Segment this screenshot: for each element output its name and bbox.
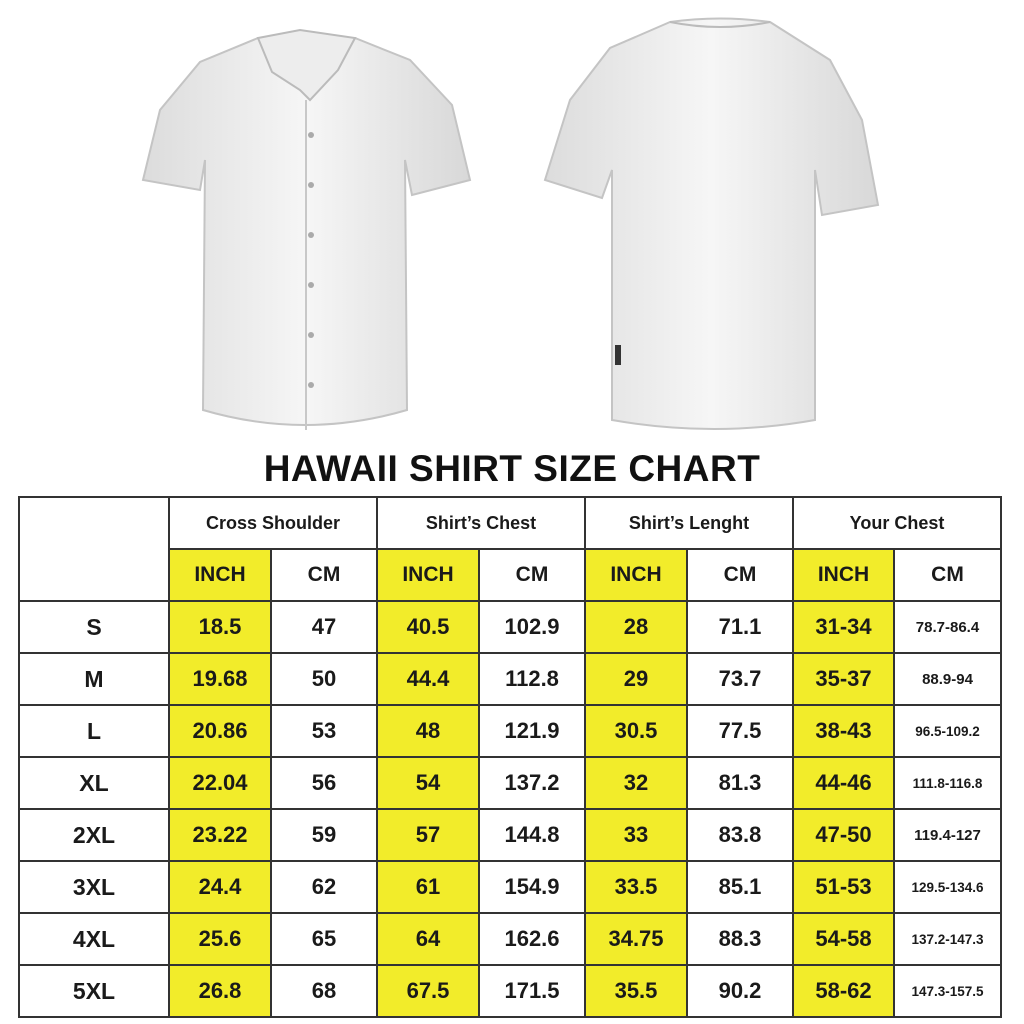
size-label: L	[18, 704, 170, 758]
value-cell: 40.5	[376, 600, 480, 654]
value-cell: 88.3	[686, 912, 794, 966]
value-cell: 67.5	[376, 964, 480, 1018]
value-cell: 22.04	[168, 756, 272, 810]
value-cell: 34.75	[584, 912, 688, 966]
value-cell: 38-43	[792, 704, 895, 758]
value-cell: 112.8	[478, 652, 586, 706]
value-cell: 64	[376, 912, 480, 966]
value-cell: 44-46	[792, 756, 895, 810]
table-row: 4XL 25.6 65 64 162.6 34.75 88.3 54-58 137.2-147.…	[18, 912, 1002, 966]
size-label: 2XL	[18, 808, 170, 862]
table-row: 3XL 24.4 62 61 154.9 33.5 85.1 51-53 129.5-134.6	[18, 860, 1002, 914]
chart-title: HAWAII SHIRT SIZE CHART	[263, 448, 761, 489]
value-cell: 62	[270, 860, 378, 914]
value-cell: 44.4	[376, 652, 480, 706]
shirt-front-image	[141, 28, 472, 430]
value-cell: 18.5	[168, 600, 272, 654]
value-cell: 58-62	[792, 964, 895, 1018]
table-row: L 20.86 53 48 121.9 30.5 77.5 38-43 96.5-109.2	[18, 704, 1002, 758]
value-cell: 54-58	[792, 912, 895, 966]
value-cell: 20.86	[168, 704, 272, 758]
shirt-images	[141, 17, 880, 430]
value-cell: 119.4-127	[893, 808, 1002, 862]
value-cell: 28	[584, 600, 688, 654]
unit-header: CM	[270, 548, 378, 602]
unit-header: INCH	[584, 548, 688, 602]
unit-header: CM	[686, 548, 794, 602]
value-cell: 65	[270, 912, 378, 966]
value-cell: 47-50	[792, 808, 895, 862]
size-label: 4XL	[18, 912, 170, 966]
group-header: Shirt’s Lenght	[584, 496, 794, 550]
value-cell: 90.2	[686, 964, 794, 1018]
value-cell: 48	[376, 704, 480, 758]
value-cell: 24.4	[168, 860, 272, 914]
value-cell: 137.2-147.3	[893, 912, 1002, 966]
unit-header: CM	[478, 548, 586, 602]
value-cell: 25.6	[168, 912, 272, 966]
value-cell: 31-34	[792, 600, 895, 654]
unit-header: CM	[893, 548, 1002, 602]
value-cell: 51-53	[792, 860, 895, 914]
value-cell: 147.3-157.5	[893, 964, 1002, 1018]
group-header: Cross Shoulder	[168, 496, 378, 550]
value-cell: 83.8	[686, 808, 794, 862]
value-cell: 73.7	[686, 652, 794, 706]
table-row: M 19.68 50 44.4 112.8 29 73.7 35-37 88.9-94	[18, 652, 1002, 706]
size-label: XL	[18, 756, 170, 810]
value-cell: 35-37	[792, 652, 895, 706]
value-cell: 162.6	[478, 912, 586, 966]
table-row: XL 22.04 56 54 137.2 32 81.3 44-46 111.8-116.8	[18, 756, 1002, 810]
value-cell: 171.5	[478, 964, 586, 1018]
value-cell: 23.22	[168, 808, 272, 862]
table-row: 2XL 23.22 59 57 144.8 33 83.8 47-50 119.4-127	[18, 808, 1002, 862]
unit-header: INCH	[168, 548, 272, 602]
value-cell: 111.8-116.8	[893, 756, 1002, 810]
value-cell: 137.2	[478, 756, 586, 810]
value-cell: 32	[584, 756, 688, 810]
value-cell: 102.9	[478, 600, 586, 654]
value-cell: 59	[270, 808, 378, 862]
size-label: S	[18, 600, 170, 654]
value-cell: 33	[584, 808, 688, 862]
value-cell: 144.8	[478, 808, 586, 862]
value-cell: 50	[270, 652, 378, 706]
value-cell: 121.9	[478, 704, 586, 758]
value-cell: 71.1	[686, 600, 794, 654]
table-row: S 18.5 47 40.5 102.9 28 71.1 31-34 78.7-86.4	[18, 600, 1002, 654]
unit-header: INCH	[792, 548, 895, 602]
value-cell: 54	[376, 756, 480, 810]
value-cell: 78.7-86.4	[893, 600, 1002, 654]
size-label: 5XL	[18, 964, 170, 1018]
corner-cell	[18, 496, 170, 602]
value-cell: 129.5-134.6	[893, 860, 1002, 914]
value-cell: 61	[376, 860, 480, 914]
value-cell: 68	[270, 964, 378, 1018]
value-cell: 35.5	[584, 964, 688, 1018]
value-cell: 33.5	[584, 860, 688, 914]
group-header: Shirt’s Chest	[376, 496, 586, 550]
size-chart-table: Cross Shoulder Shirt’s Chest Shirt’s Len…	[18, 496, 1002, 1018]
value-cell: 57	[376, 808, 480, 862]
value-cell: 85.1	[686, 860, 794, 914]
value-cell: 81.3	[686, 756, 794, 810]
group-header: Your Chest	[792, 496, 1002, 550]
value-cell: 30.5	[584, 704, 688, 758]
value-cell: 53	[270, 704, 378, 758]
value-cell: 88.9-94	[893, 652, 1002, 706]
value-cell: 47	[270, 600, 378, 654]
table-row: 5XL 26.8 68 67.5 171.5 35.5 90.2 58-62 147.3-157…	[18, 964, 1002, 1018]
value-cell: 56	[270, 756, 378, 810]
value-cell: 19.68	[168, 652, 272, 706]
unit-header: INCH	[376, 548, 480, 602]
value-cell: 29	[584, 652, 688, 706]
value-cell: 77.5	[686, 704, 794, 758]
value-cell: 96.5-109.2	[893, 704, 1002, 758]
size-label: M	[18, 652, 170, 706]
value-cell: 26.8	[168, 964, 272, 1018]
value-cell: 154.9	[478, 860, 586, 914]
shirt-back-image	[543, 17, 880, 430]
size-label: 3XL	[18, 860, 170, 914]
